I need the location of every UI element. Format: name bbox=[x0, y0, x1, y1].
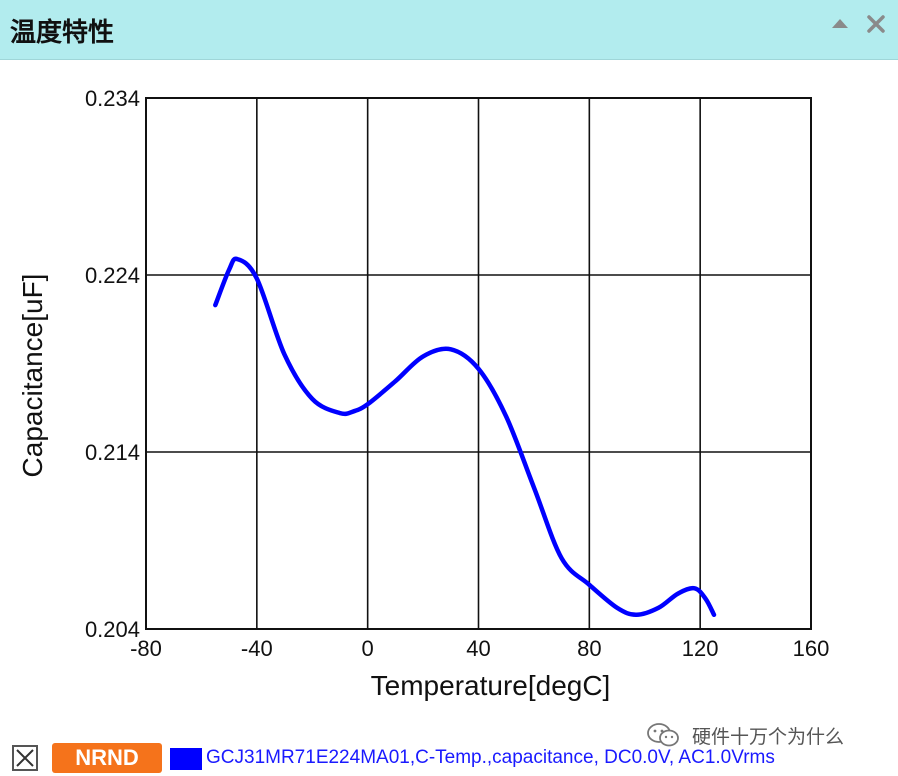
x-tick-label: 0 bbox=[362, 636, 374, 661]
legend: NRND GCJ31MR71E224MA01,C-Temp.,capacitan… bbox=[10, 741, 898, 773]
x-tick-label: 80 bbox=[577, 636, 601, 661]
y-tick-label: 0.224 bbox=[85, 263, 140, 288]
y-tick-label: 0.214 bbox=[85, 440, 140, 465]
checkbox-checked-icon bbox=[16, 749, 34, 767]
wechat-icon bbox=[646, 722, 680, 753]
legend-series-label[interactable]: GCJ31MR71E224MA01,C-Temp.,capacitance, D… bbox=[206, 747, 775, 768]
plot-area bbox=[145, 97, 812, 630]
y-tick-label: 0.234 bbox=[85, 86, 140, 111]
series-line bbox=[213, 256, 717, 618]
x-tick-label: 120 bbox=[682, 636, 719, 661]
nrnd-badge: NRND bbox=[52, 743, 162, 773]
chart: -80 -40 0 40 80 120 160 0.204 0.214 0.224 0.234 T… bbox=[17, 86, 829, 701]
collapse-icon[interactable] bbox=[826, 10, 854, 38]
x-axis-label: Temperature[degC] bbox=[371, 670, 611, 701]
panel-title: 温度特性 bbox=[10, 18, 115, 48]
x-tick-label: 160 bbox=[793, 636, 830, 661]
close-icon[interactable] bbox=[862, 10, 890, 38]
x-tick-label: -80 bbox=[130, 636, 162, 661]
chart-grid bbox=[145, 97, 812, 630]
y-tick-label: 0.204 bbox=[85, 617, 140, 642]
series-checkbox[interactable] bbox=[12, 745, 38, 771]
x-tick-label: -40 bbox=[241, 636, 273, 661]
legend-swatch bbox=[170, 748, 202, 770]
y-axis-label: Capacitance[uF] bbox=[17, 274, 48, 478]
watermark-text: 硬件十万个为什么 bbox=[692, 726, 845, 748]
x-axis: -80 -40 0 40 80 120 160 bbox=[130, 636, 829, 661]
y-axis: 0.204 0.214 0.224 0.234 bbox=[85, 86, 140, 642]
x-tick-label: 40 bbox=[466, 636, 490, 661]
watermark: 硬件十万个为什么 bbox=[646, 722, 844, 753]
panel-header: 温度特性 bbox=[0, 0, 898, 60]
